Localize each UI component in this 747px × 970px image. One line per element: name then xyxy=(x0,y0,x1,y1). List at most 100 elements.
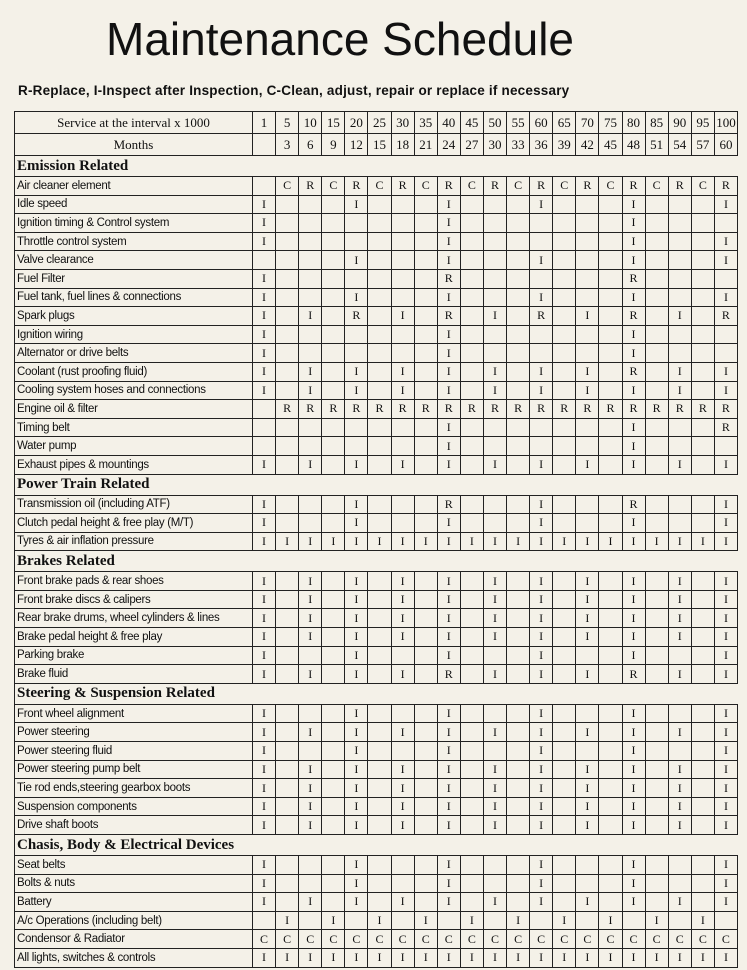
interval-cell: 65 xyxy=(552,111,577,134)
schedule-cell xyxy=(367,892,392,912)
schedule-cell: I xyxy=(575,892,600,912)
schedule-cell: I xyxy=(436,361,461,382)
schedule-cell xyxy=(413,361,438,382)
item-label: Engine oil & filter xyxy=(14,399,253,419)
item-label: Suspension components xyxy=(14,796,253,817)
schedule-cell xyxy=(390,417,415,438)
schedule-cell xyxy=(506,343,531,363)
schedule-cell: I xyxy=(621,608,646,629)
schedule-cell xyxy=(413,380,438,401)
schedule-cell xyxy=(644,722,669,743)
schedule-cell: I xyxy=(482,608,508,629)
schedule-cell xyxy=(690,759,715,780)
schedule-cell xyxy=(367,513,392,533)
schedule-cell: R xyxy=(367,399,392,419)
schedule-cell: I xyxy=(436,194,461,215)
schedule-cell: C xyxy=(321,929,346,949)
schedule-cell xyxy=(459,778,484,798)
schedule-cell: R xyxy=(436,494,461,515)
item-row: Water pump I I xyxy=(14,436,739,456)
schedule-cell: I xyxy=(390,815,415,835)
schedule-cell: I xyxy=(598,947,623,968)
schedule-cell: I xyxy=(298,815,323,835)
schedule-cell xyxy=(390,250,415,270)
schedule-cell xyxy=(506,664,531,684)
schedule-cell xyxy=(459,417,484,438)
schedule-cell xyxy=(506,873,531,894)
schedule-cell: C xyxy=(251,929,277,949)
month-cell: 27 xyxy=(459,133,484,156)
schedule-cell: I xyxy=(621,194,646,215)
schedule-cell: R xyxy=(644,399,669,419)
schedule-cell: I xyxy=(621,947,646,968)
schedule-cell xyxy=(251,176,277,196)
schedule-cell xyxy=(482,417,508,438)
schedule-cell xyxy=(298,194,323,215)
schedule-cell xyxy=(667,873,692,894)
schedule-cell: I xyxy=(644,531,669,552)
schedule-cell: I xyxy=(251,287,277,308)
schedule-cell: C xyxy=(644,176,669,196)
schedule-cell xyxy=(667,343,692,363)
schedule-cell: I xyxy=(621,324,646,345)
schedule-cell xyxy=(367,741,392,761)
schedule-cell xyxy=(552,855,577,875)
item-label: Brake pedal height & free play xyxy=(14,627,253,647)
item-label: Power steering fluid xyxy=(14,741,253,761)
schedule-cell xyxy=(552,494,577,515)
interval-cell: 90 xyxy=(667,111,692,134)
schedule-cell xyxy=(506,380,531,401)
schedule-cell xyxy=(367,436,392,456)
schedule-cell: I xyxy=(621,380,646,401)
schedule-cell xyxy=(667,513,692,533)
schedule-cell xyxy=(552,361,577,382)
schedule-cell xyxy=(575,855,600,875)
schedule-cell xyxy=(690,664,715,684)
schedule-cell xyxy=(667,494,692,515)
schedule-cell: I xyxy=(390,759,415,780)
schedule-cell: I xyxy=(367,531,392,552)
schedule-cell xyxy=(251,436,277,456)
schedule-cell: I xyxy=(621,873,646,894)
schedule-cell xyxy=(506,815,531,835)
schedule-cell: I xyxy=(436,513,461,533)
item-label: Air cleaner element xyxy=(14,176,253,196)
interval-cell: 100 xyxy=(713,111,739,134)
schedule-cell xyxy=(506,703,531,724)
schedule-cell: C xyxy=(506,176,531,196)
schedule-cell: I xyxy=(344,608,369,629)
schedule-cell xyxy=(644,513,669,533)
schedule-cell xyxy=(506,231,531,252)
schedule-cell xyxy=(413,571,438,591)
schedule-table: Service at the interval x 1000 1 5 10 15 20 25… xyxy=(14,111,739,968)
schedule-cell xyxy=(690,645,715,666)
schedule-cell xyxy=(367,361,392,382)
schedule-cell: I xyxy=(575,531,600,552)
schedule-cell xyxy=(506,796,531,817)
schedule-cell: R xyxy=(529,176,554,196)
schedule-cell: I xyxy=(713,855,739,875)
schedule-cell xyxy=(321,722,346,743)
schedule-cell xyxy=(321,231,346,252)
schedule-cell xyxy=(413,722,438,743)
schedule-cell: I xyxy=(344,892,369,912)
schedule-cell xyxy=(575,873,600,894)
item-row: Front brake pads & rear shoes I I I I I I I I I I I xyxy=(14,571,739,591)
item-row: Parking brake I I I I I I xyxy=(14,645,739,666)
schedule-cell: I xyxy=(482,722,508,743)
schedule-cell: I xyxy=(390,608,415,629)
schedule-cell xyxy=(275,855,300,875)
schedule-cell xyxy=(598,513,623,533)
item-row: Valve clearance I I I I I xyxy=(14,250,739,270)
schedule-cell: I xyxy=(529,759,554,780)
schedule-cell xyxy=(575,343,600,363)
schedule-cell xyxy=(690,722,715,743)
schedule-cell: I xyxy=(344,759,369,780)
schedule-cell xyxy=(390,213,415,233)
schedule-cell xyxy=(482,287,508,308)
schedule-cell xyxy=(482,194,508,215)
schedule-cell xyxy=(251,250,277,270)
schedule-cell: I xyxy=(298,454,323,475)
interval-cell: 5 xyxy=(275,111,300,134)
schedule-cell xyxy=(459,722,484,743)
